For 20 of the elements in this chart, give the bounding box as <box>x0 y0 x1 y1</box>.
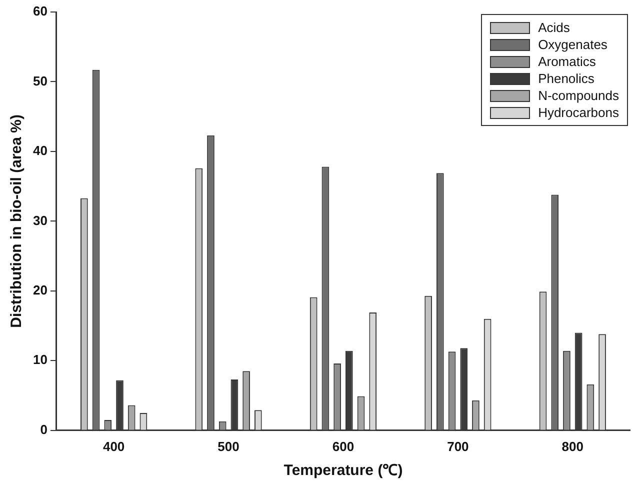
y-tick-label: 0 <box>40 422 48 437</box>
x-tick-label: 400 <box>102 438 125 454</box>
x-tick-label: 600 <box>332 438 354 454</box>
y-tick-label: 50 <box>32 73 48 88</box>
y-tick-label: 30 <box>32 212 48 228</box>
legend-label: Phenolics <box>538 71 594 86</box>
y-axis-title: Distribution in bio-oil (area %) <box>8 114 26 328</box>
x-tick-label: 500 <box>218 438 240 454</box>
y-tick-label: 10 <box>32 352 48 368</box>
legend-label: Oxygenates <box>538 37 608 52</box>
legend-label: Aromatics <box>538 54 596 69</box>
x-tick-label: 800 <box>562 438 584 454</box>
legend-label: Acids <box>538 20 570 35</box>
legend-label: Hydrocarbons <box>538 105 619 120</box>
y-tick-label: 60 <box>32 4 48 19</box>
y-tick-label: 20 <box>32 282 48 298</box>
y-tick-label: 40 <box>32 143 48 158</box>
legend-label: N-compounds <box>538 88 619 103</box>
x-tick-label: 700 <box>447 438 469 454</box>
x-axis-title: Temperature (℃) <box>284 462 403 480</box>
